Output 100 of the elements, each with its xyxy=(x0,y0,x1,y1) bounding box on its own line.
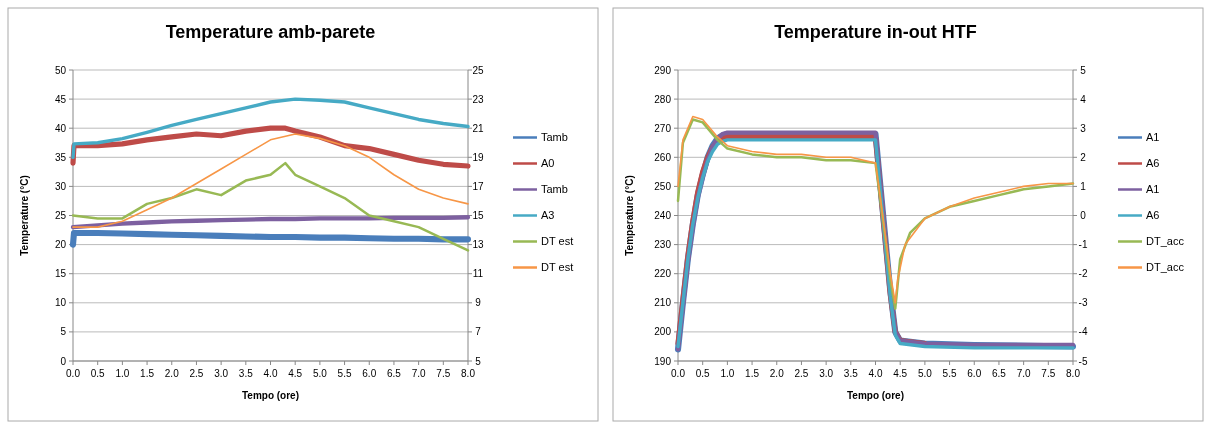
y-tick-label: 45 xyxy=(54,93,67,105)
legend-label: Tamb xyxy=(541,183,568,196)
x-tick-label: 1.5 xyxy=(745,368,760,379)
y2-tick-label: 15 xyxy=(472,210,484,221)
y2-tick-label: 3 xyxy=(1080,122,1087,134)
x-tick-label: 1.0 xyxy=(720,368,735,379)
y-tick-label: 15 xyxy=(54,268,67,280)
line-series xyxy=(72,133,469,228)
line-series xyxy=(71,97,470,159)
y-tick-label: 20 xyxy=(54,239,67,251)
x-tick-label: 7.5 xyxy=(1041,368,1056,379)
x-tick-label: 8.0 xyxy=(1066,368,1081,379)
x-tick-label: 6.5 xyxy=(991,368,1007,379)
y2-tick-label: 0 xyxy=(1080,210,1087,221)
y-tick-label: 25 xyxy=(54,210,67,221)
y-tick-label: 35 xyxy=(54,151,67,163)
y-tick-label: 280 xyxy=(654,93,672,105)
y2-tick-label: 19 xyxy=(472,151,484,163)
y-tick-label: 30 xyxy=(54,180,67,192)
y2-tick-label: -4 xyxy=(1078,326,1088,338)
x-tick-label: 5.0 xyxy=(312,368,328,379)
x-tick-label: 5.5 xyxy=(337,368,352,379)
y-tick-label: 290 xyxy=(654,64,672,76)
legend-label: A1 xyxy=(1146,131,1160,144)
y2-tick-label: 25 xyxy=(472,64,484,76)
x-tick-label: 8.0 xyxy=(461,368,476,379)
legend-label: A3 xyxy=(541,209,555,222)
y2-tick-label: -3 xyxy=(1078,297,1088,309)
legend-label: A6 xyxy=(1146,157,1160,170)
y-tick-label: 210 xyxy=(654,297,672,309)
y2-tick-label: 17 xyxy=(472,180,484,192)
x-tick-label: 4.0 xyxy=(868,368,883,379)
line-series xyxy=(71,161,470,252)
x-tick-label: 6.0 xyxy=(967,368,982,379)
x-axis-title: Tempo (ore) xyxy=(846,390,905,401)
x-tick-label: 6.0 xyxy=(362,368,377,379)
y-axis-title: Temperature (°C) xyxy=(624,175,635,256)
y-tick-label: 270 xyxy=(654,122,672,134)
x-tick-label: 7.5 xyxy=(436,368,451,379)
x-tick-label: 2.5 xyxy=(189,368,204,379)
y-tick-label: 5 xyxy=(60,326,67,338)
y-tick-label: 0 xyxy=(60,355,67,367)
x-tick-label: 2.0 xyxy=(769,368,785,379)
legend-label: A0 xyxy=(541,157,555,170)
y2-tick-label: 9 xyxy=(475,297,482,309)
legend-label: DT_acc xyxy=(1146,235,1185,248)
x-tick-label: 4.5 xyxy=(893,368,908,379)
legend-label: Tamb xyxy=(541,131,568,144)
x-axis-title: Tempo (ore) xyxy=(241,390,300,401)
y2-tick-label: 21 xyxy=(472,122,484,134)
y-axis-title: Temperature (°C) xyxy=(19,175,30,256)
legend-label: DT est xyxy=(541,235,574,248)
y2-tick-label: -5 xyxy=(1078,355,1088,367)
x-tick-label: 0.5 xyxy=(90,368,106,379)
chart-title: Temperature amb-parete xyxy=(165,22,376,42)
y2-tick-label: 1 xyxy=(1080,180,1087,192)
chart-title: Temperature in-out HTF xyxy=(774,22,977,42)
x-tick-label: 0.0 xyxy=(671,368,686,379)
x-tick-label: 3.5 xyxy=(238,368,254,379)
y2-tick-label: 5 xyxy=(475,355,482,367)
x-tick-label: 7.0 xyxy=(1016,368,1032,379)
y-tick-label: 40 xyxy=(54,122,67,134)
x-tick-label: 4.0 xyxy=(263,368,278,379)
y-tick-label: 230 xyxy=(654,239,672,251)
x-tick-label: 3.0 xyxy=(214,368,229,379)
y-tick-label: 200 xyxy=(654,326,672,338)
y-tick-label: 250 xyxy=(654,180,672,192)
y2-tick-label: -1 xyxy=(1078,239,1088,251)
x-tick-label: 1.5 xyxy=(140,368,155,379)
y2-tick-label: 2 xyxy=(1080,151,1087,163)
x-tick-label: 4.5 xyxy=(288,368,303,379)
x-tick-label: 7.0 xyxy=(411,368,427,379)
x-tick-label: 2.5 xyxy=(794,368,809,379)
y2-tick-label: 23 xyxy=(472,93,484,105)
x-tick-label: 6.5 xyxy=(386,368,402,379)
x-tick-label: 3.5 xyxy=(843,368,859,379)
x-tick-label: 5.5 xyxy=(942,368,957,379)
legend-label: DT_acc xyxy=(1146,261,1185,274)
legend-label: A1 xyxy=(1146,183,1160,196)
x-tick-label: 2.0 xyxy=(164,368,180,379)
y-tick-label: 10 xyxy=(54,297,67,309)
y2-tick-label: 11 xyxy=(472,268,484,280)
legend-label: A6 xyxy=(1146,209,1160,222)
y-tick-label: 190 xyxy=(654,355,672,367)
y-tick-label: 240 xyxy=(654,210,672,221)
y2-tick-label: 5 xyxy=(1080,64,1087,76)
line-series xyxy=(70,215,471,230)
x-tick-label: 3.0 xyxy=(819,368,834,379)
x-tick-label: 0.5 xyxy=(695,368,711,379)
y2-tick-label: 4 xyxy=(1080,93,1087,105)
y2-tick-label: 7 xyxy=(475,326,482,338)
x-tick-label: 5.0 xyxy=(917,368,933,379)
y-tick-label: 220 xyxy=(654,268,672,280)
legend-label: DT est xyxy=(541,261,574,274)
y-tick-label: 260 xyxy=(654,151,672,163)
x-tick-label: 0.0 xyxy=(66,368,81,379)
y2-tick-label: 13 xyxy=(472,239,484,251)
x-tick-label: 1.0 xyxy=(115,368,130,379)
y-tick-label: 50 xyxy=(54,64,67,76)
y2-tick-label: -2 xyxy=(1078,268,1088,280)
